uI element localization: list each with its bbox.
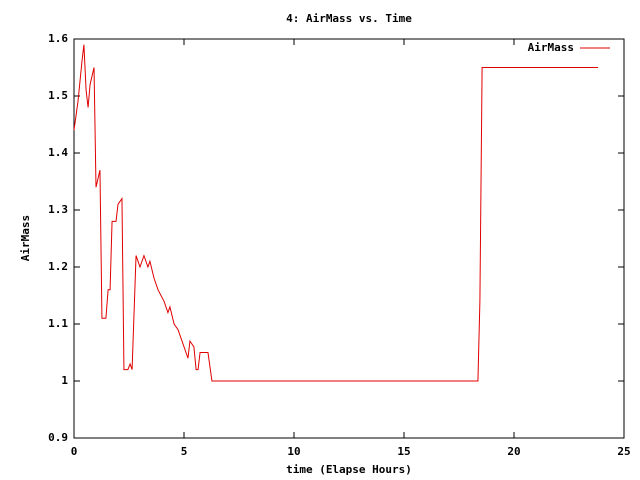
x-tick-label: 20 [507,445,520,458]
x-tick-label: 25 [617,445,630,458]
y-tick-label: 1 [61,374,68,387]
x-tick-label: 10 [287,445,300,458]
y-tick-label: 1.3 [48,203,68,216]
x-tick-label: 5 [181,445,188,458]
x-tick-label: 0 [71,445,78,458]
y-tick-label: 1.5 [48,89,68,102]
y-tick-label: 1.2 [48,260,68,273]
y-tick-label: 1.6 [48,32,68,45]
y-tick-label: 0.9 [48,431,68,444]
data-line [73,44,599,382]
chart-title: 4: AirMass vs. Time [286,12,412,25]
x-tick-label: 15 [397,445,410,458]
x-axis-label: time (Elapse Hours) [286,463,412,476]
legend-label: AirMass [528,41,574,54]
y-axis-label: AirMass [19,215,32,261]
y-tick-label: 1.1 [48,317,68,330]
plot-frame [73,38,625,439]
y-tick-label: 1.4 [48,146,68,159]
